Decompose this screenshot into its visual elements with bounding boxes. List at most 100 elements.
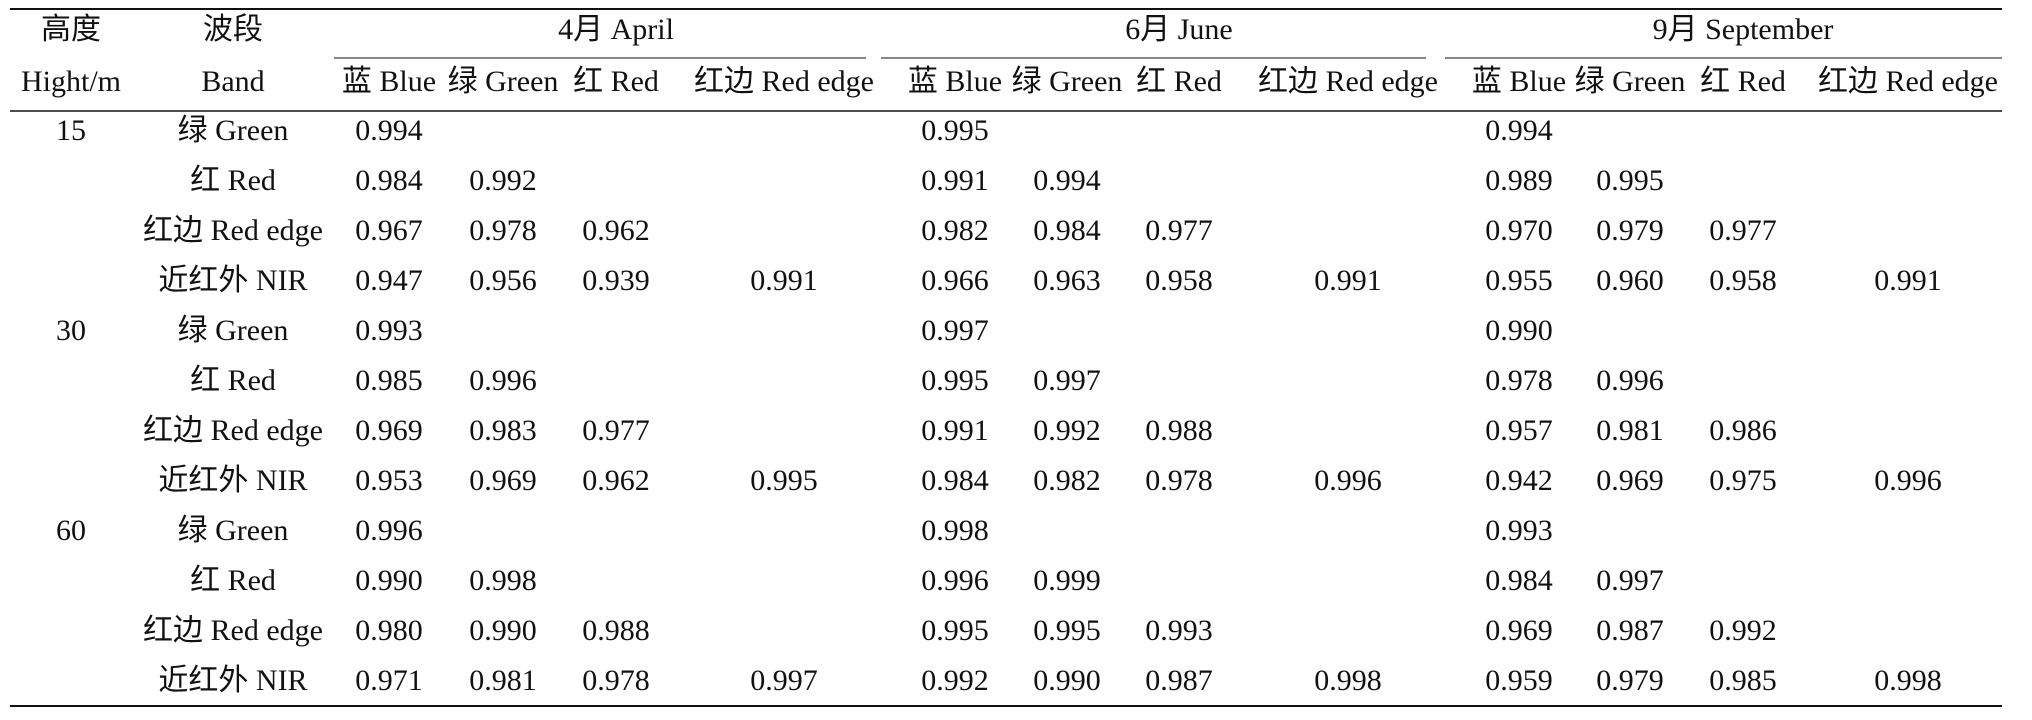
value-cell: 0.984 — [355, 164, 423, 197]
band-cell: 红 Red — [190, 564, 276, 597]
value-cell: 0.985 — [1709, 664, 1777, 697]
value-cell: 0.997 — [1596, 564, 1664, 597]
value-cell: 0.994 — [355, 114, 423, 147]
value-cell: 0.995 — [1033, 614, 1101, 647]
value-cell: 0.995 — [921, 614, 989, 647]
band-header: 红边 Red edge — [1818, 65, 1998, 98]
band-header: 红 Red — [573, 65, 659, 98]
value-cell: 0.996 — [1596, 364, 1664, 397]
value-cell: 0.979 — [1596, 664, 1664, 697]
value-cell: 0.993 — [1485, 514, 1553, 547]
value-cell: 0.992 — [1033, 414, 1101, 447]
value-cell: 0.970 — [1485, 214, 1553, 247]
value-cell: 0.955 — [1485, 264, 1553, 297]
band-cell: 红边 Red edge — [143, 214, 323, 247]
value-cell: 0.998 — [1874, 664, 1942, 697]
value-cell: 0.983 — [469, 414, 537, 447]
value-cell: 0.978 — [469, 214, 537, 247]
value-cell: 0.996 — [1314, 464, 1382, 497]
value-cell: 0.993 — [355, 314, 423, 347]
band-header: 红边 Red edge — [1258, 65, 1438, 98]
value-cell: 0.997 — [1033, 364, 1101, 397]
value-cell: 0.995 — [921, 364, 989, 397]
value-cell: 0.986 — [1709, 414, 1777, 447]
value-cell: 0.969 — [1485, 614, 1553, 647]
value-cell: 0.998 — [1314, 664, 1382, 697]
band-header: 绿 Green — [1012, 65, 1123, 98]
value-cell: 0.989 — [1485, 164, 1553, 197]
band-cell: 近红外 NIR — [158, 464, 307, 497]
band-cell: 红 Red — [190, 364, 276, 397]
value-cell: 0.998 — [469, 564, 537, 597]
value-cell: 0.969 — [355, 414, 423, 447]
value-cell: 0.939 — [582, 264, 650, 297]
band-header: 蓝 Blue — [342, 65, 436, 98]
value-cell: 0.962 — [582, 464, 650, 497]
value-cell: 0.993 — [1145, 614, 1213, 647]
value-cell: 0.997 — [921, 314, 989, 347]
value-cell: 0.995 — [1596, 164, 1664, 197]
value-cell: 0.995 — [750, 464, 818, 497]
value-cell: 0.991 — [1874, 264, 1942, 297]
value-cell: 0.967 — [355, 214, 423, 247]
band-header: 红 Red — [1136, 65, 1222, 98]
value-cell: 0.991 — [921, 164, 989, 197]
value-cell: 0.996 — [1874, 464, 1942, 497]
value-cell: 0.980 — [355, 614, 423, 647]
band-header: 蓝 Blue — [1472, 65, 1566, 98]
value-cell: 0.991 — [750, 264, 818, 297]
value-cell: 0.956 — [469, 264, 537, 297]
value-cell: 0.990 — [469, 614, 537, 647]
header-cell: Band — [201, 65, 264, 98]
value-cell: 0.991 — [1314, 264, 1382, 297]
value-cell: 0.984 — [1033, 214, 1101, 247]
band-cell: 绿 Green — [178, 514, 289, 547]
value-cell: 0.988 — [582, 614, 650, 647]
band-cell: 红 Red — [190, 164, 276, 197]
header-cell: 高度 — [41, 13, 101, 46]
band-header: 绿 Green — [448, 65, 559, 98]
value-cell: 0.966 — [921, 264, 989, 297]
value-cell: 0.963 — [1033, 264, 1101, 297]
value-cell: 0.979 — [1596, 214, 1664, 247]
band-header: 蓝 Blue — [908, 65, 1002, 98]
value-cell: 0.947 — [355, 264, 423, 297]
value-cell: 0.959 — [1485, 664, 1553, 697]
value-cell: 0.996 — [355, 514, 423, 547]
value-cell: 0.977 — [582, 414, 650, 447]
value-cell: 0.971 — [355, 664, 423, 697]
value-cell: 0.978 — [1485, 364, 1553, 397]
value-cell: 0.996 — [921, 564, 989, 597]
band-cell: 近红外 NIR — [158, 664, 307, 697]
value-cell: 0.982 — [921, 214, 989, 247]
value-cell: 0.994 — [1485, 114, 1553, 147]
header-cell: 波段 — [203, 13, 263, 46]
value-cell: 0.988 — [1145, 414, 1213, 447]
value-cell: 0.990 — [355, 564, 423, 597]
value-cell: 0.984 — [1485, 564, 1553, 597]
band-cell: 绿 Green — [178, 314, 289, 347]
height-cell: 15 — [56, 114, 86, 147]
value-cell: 0.984 — [921, 464, 989, 497]
value-cell: 0.982 — [1033, 464, 1101, 497]
height-cell: 30 — [56, 314, 86, 347]
value-cell: 0.991 — [921, 414, 989, 447]
value-cell: 0.999 — [1033, 564, 1101, 597]
value-cell: 0.987 — [1596, 614, 1664, 647]
value-cell: 0.994 — [1033, 164, 1101, 197]
value-cell: 0.997 — [750, 664, 818, 697]
value-cell: 0.975 — [1709, 464, 1777, 497]
header-cell: Hight/m — [21, 65, 121, 98]
month-header: 9月 September — [1653, 13, 1834, 46]
value-cell: 0.996 — [469, 364, 537, 397]
value-cell: 0.998 — [921, 514, 989, 547]
band-cell: 近红外 NIR — [158, 264, 307, 297]
height-cell: 60 — [56, 514, 86, 547]
band-cell: 红边 Red edge — [143, 414, 323, 447]
value-cell: 0.978 — [582, 664, 650, 697]
value-cell: 0.977 — [1145, 214, 1213, 247]
value-cell: 0.992 — [469, 164, 537, 197]
value-cell: 0.960 — [1596, 264, 1664, 297]
value-cell: 0.985 — [355, 364, 423, 397]
